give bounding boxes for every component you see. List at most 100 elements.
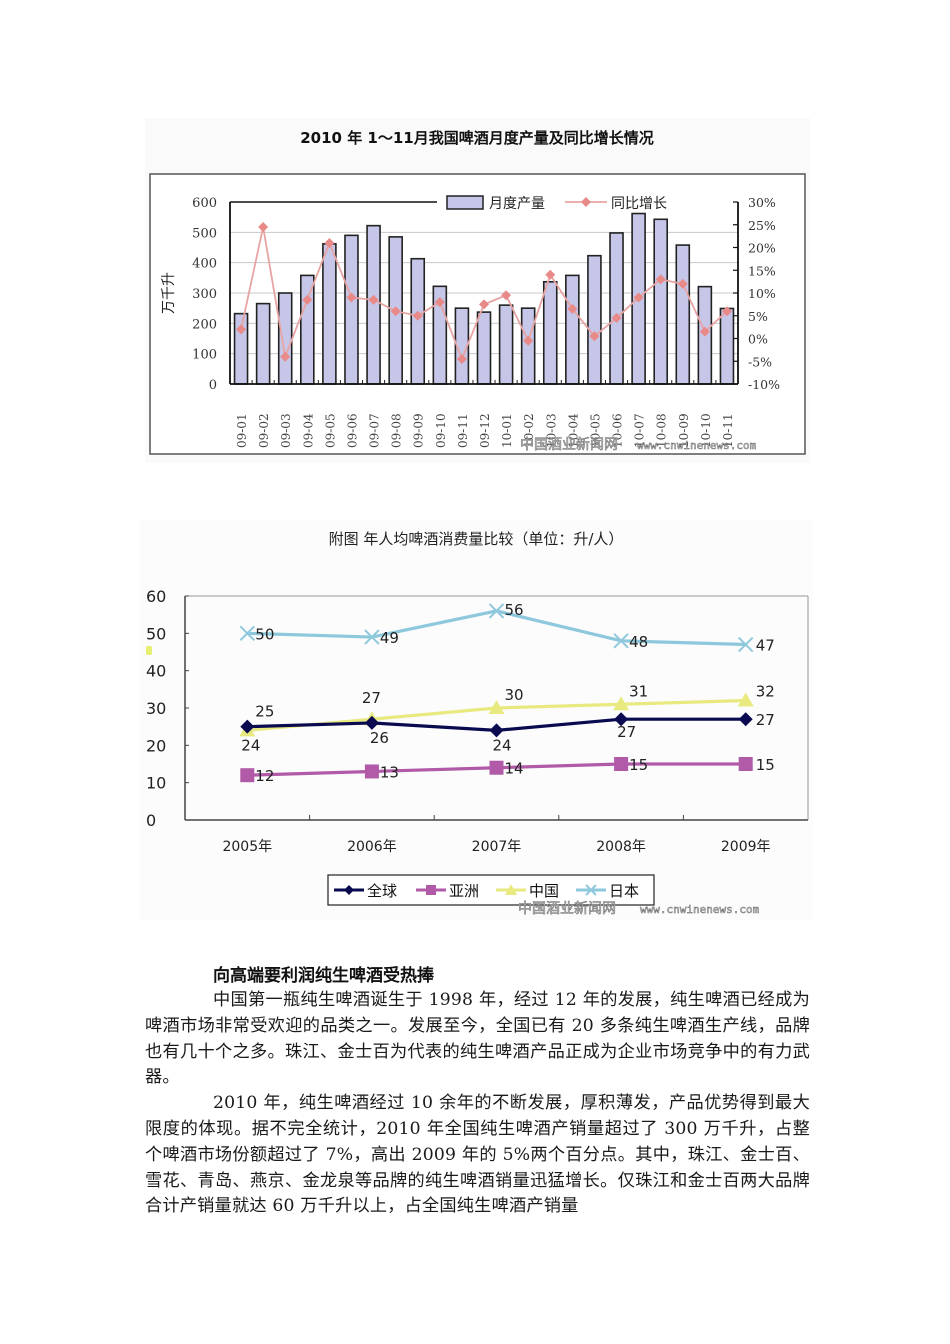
- data-label: 27: [617, 723, 636, 741]
- growth-point: [699, 326, 710, 337]
- data-label: 48: [629, 633, 648, 651]
- x-tick-label: 2005年: [222, 839, 272, 855]
- y-right-tick-label: 25%: [748, 218, 776, 233]
- data-label: 15: [756, 756, 775, 774]
- growth-point: [633, 292, 644, 303]
- x-tick-label: 09-04: [301, 413, 315, 448]
- bar: [653, 218, 668, 385]
- legend-label: 日本: [609, 882, 639, 900]
- marker-diamond: [738, 712, 753, 727]
- data-label: 25: [255, 703, 274, 721]
- article-paragraph-1: 中国第一瓶纯生啤酒诞生于 1998 年，经过 12 年的发展，纯生啤酒已经成为啤…: [145, 990, 810, 1088]
- marker-x: [737, 636, 754, 653]
- marker-diamond: [240, 719, 255, 734]
- marker-x: [364, 629, 380, 645]
- y-right-tick-label: 20%: [748, 241, 776, 256]
- x-tick-label: 09-12: [478, 413, 492, 448]
- data-label: 13: [380, 763, 399, 781]
- watermark-url: www.cnwinenews.com: [640, 903, 760, 916]
- growth-point: [655, 274, 666, 285]
- legend-label: 中国: [529, 882, 559, 900]
- y-right-tick-label: -5%: [748, 354, 772, 369]
- y-tick-label: 30: [146, 699, 166, 718]
- article: 向高端要利润纯生啤酒受热捧 中国第一瓶纯生啤酒诞生于 1998 年，经过 12 …: [145, 964, 810, 1220]
- chart-title: 附图 年人均啤酒消费量比较（单位：升/人）: [329, 530, 624, 548]
- x-tick-label: 09-06: [345, 413, 359, 448]
- y-tick-label: 10: [146, 774, 166, 793]
- data-label: 49: [380, 629, 399, 647]
- chart-title: 2010 年 1～11月我国啤酒月度产量及同比增长情况: [300, 129, 654, 147]
- bar: [322, 243, 337, 385]
- growth-point: [523, 335, 534, 346]
- marker-x: [613, 633, 629, 649]
- marker-square: [614, 757, 629, 771]
- legend-bar-label: 月度产量: [489, 196, 545, 212]
- y-right-tick-label: 0%: [748, 332, 768, 347]
- consumption-chart: 附图 年人均啤酒消费量比较（单位：升/人） 0 10 20 30 40 50 60 2005年 2…: [140, 520, 812, 920]
- x-tick-label: 10-02: [522, 413, 536, 448]
- y-tick-label: 500: [192, 226, 217, 241]
- x-tick-label: 2008年: [596, 839, 646, 855]
- x-tick-label: 09-03: [279, 413, 293, 448]
- growth-point: [545, 269, 556, 280]
- bar: [277, 292, 293, 385]
- growth-point: [456, 353, 467, 364]
- data-label: 27: [362, 689, 381, 707]
- marker-square: [240, 768, 255, 783]
- marker-square: [489, 760, 504, 775]
- marker-square: [738, 757, 753, 771]
- data-label: 24: [493, 736, 512, 754]
- growth-point: [589, 331, 600, 342]
- growth-point: [501, 290, 512, 301]
- y-tick-label: 0: [146, 811, 156, 830]
- x-tick-label: 10-04: [566, 413, 580, 448]
- data-label: 24: [241, 736, 260, 754]
- legend-line-label: 同比增长: [611, 196, 667, 212]
- x-tick-label: 09-09: [412, 413, 426, 448]
- marker-triangle: [488, 700, 505, 714]
- x-tick-label: 09-02: [257, 413, 271, 448]
- growth-point: [368, 294, 379, 305]
- data-label: 30: [505, 686, 524, 704]
- production-chart-svg: 2010 年 1～11月我国啤酒月度产量及同比增长情况 0 100 200 300 400…: [149, 129, 806, 455]
- growth-point: [721, 306, 732, 317]
- bar: [344, 234, 359, 385]
- data-label: 27: [756, 711, 775, 729]
- bar: [542, 280, 558, 385]
- y-right-tick-label: 30%: [748, 195, 776, 210]
- y-right-tick-label: -10%: [748, 377, 780, 392]
- data-label: 26: [370, 729, 389, 747]
- bar: [300, 274, 315, 385]
- marker-square: [364, 764, 379, 779]
- stray-mark: [146, 646, 152, 655]
- y-tick-label: 40: [146, 662, 166, 681]
- y-tick-label: 0: [209, 378, 217, 393]
- legend-bar-swatch: [446, 195, 484, 210]
- x-tick-label: 10-06: [611, 413, 625, 448]
- x-tick-label: 09-08: [390, 413, 404, 448]
- bar: [255, 302, 271, 385]
- y-tick-label: 50: [146, 624, 166, 643]
- growth-point: [346, 292, 357, 303]
- y-tick-label: 60: [146, 587, 166, 606]
- marker-diamond: [614, 712, 629, 727]
- bar: [498, 304, 514, 385]
- data-label: 47: [756, 637, 775, 655]
- x-tick-label: 09-05: [323, 413, 337, 448]
- y-axis-label: 万千升: [161, 272, 177, 314]
- x-tick-label: 09-10: [434, 413, 448, 448]
- growth-point: [302, 294, 313, 305]
- growth-point: [611, 313, 622, 324]
- growth-point: [479, 299, 489, 310]
- growth-point: [390, 306, 401, 317]
- production-chart: 2010 年 1～11月我国啤酒月度产量及同比增长情况 0 100 200 300 400…: [145, 118, 810, 463]
- legend-label: 亚洲: [449, 882, 479, 900]
- y-right-tick-label: 10%: [748, 286, 776, 301]
- bar: [609, 232, 624, 385]
- x-tick-label: 10-11: [721, 413, 735, 448]
- marker-x: [239, 625, 256, 642]
- bar: [587, 254, 602, 385]
- consumption-chart-svg: 附图 年人均啤酒消费量比较（单位：升/人） 0 10 20 30 40 50 60 2005年 2…: [146, 530, 809, 917]
- x-tick-label: 10-01: [500, 413, 514, 448]
- bar: [520, 307, 536, 385]
